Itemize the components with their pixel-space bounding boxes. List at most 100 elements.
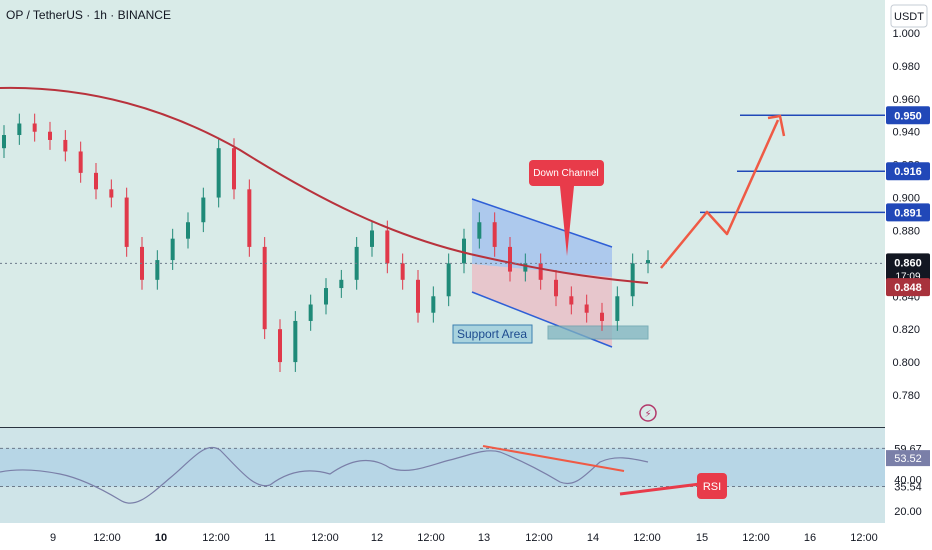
level-badge [886,162,930,181]
down-channel-upper-fill [472,199,612,277]
candle-body [17,123,22,136]
y-tick-label: 0.820 [892,324,920,336]
candle-body [615,296,620,321]
candle-body [538,263,543,280]
candle-body [370,230,374,247]
candle-body [155,260,160,280]
x-tick-label: 12:00 [93,532,121,544]
candle-body [324,288,328,305]
last-price-badge [886,253,930,284]
x-tick-label: 12:00 [202,532,230,544]
level-badge [886,203,930,222]
support-label: Support Area [457,327,527,341]
candle-body [492,222,497,247]
candle-body [201,197,206,223]
down-channel-callout-pointer [560,186,574,256]
candle-body [32,123,37,132]
support-area-box [547,325,649,340]
candle-body [170,238,175,261]
y-tick-label: 0.900 [892,193,920,205]
candle-body [400,263,405,280]
candle-body [431,296,436,313]
ma-badge [886,278,930,297]
candle-body [262,246,267,330]
y-tick-label: 0.800 [892,357,920,369]
rsi-callout-label: RSI [703,481,721,493]
symbol-title: OP / TetherUS · 1h · BINANCE [6,8,171,22]
candle-body [416,279,420,313]
y-tick-label: 0.960 [892,94,920,106]
candle-body [48,131,52,140]
y-tick-label: 0.980 [892,61,920,73]
candle-body [216,148,221,198]
moving-average-line [0,86,649,284]
candle-body [584,304,589,313]
candle-body [385,230,390,264]
projection-path [660,119,780,269]
x-tick-label: 12:00 [850,532,878,544]
lightning-icon-glyph: ⚡ [644,409,651,420]
countdown-label: 17:09 [895,271,920,282]
rsi-tick-label: 40.00 [894,474,922,486]
support-label-box [452,324,533,344]
projection-arrowhead [767,114,786,137]
rsi-band [0,448,885,487]
level-label: 0.916 [894,166,922,178]
candle-body [600,312,604,321]
x-tick-label: 11 [264,532,275,544]
rsi-callout-box [697,473,727,499]
rsi-tick-label: 35.54 [894,481,922,493]
down-channel-callout-box [529,160,604,186]
time-axis-bg [0,523,885,550]
candle-body [308,304,313,321]
x-tick-label: 12:00 [742,532,770,544]
down-channel-top-line [471,198,613,248]
x-tick-label: 13 [478,532,490,544]
candle-body [339,279,344,289]
rsi-divergence-line [482,445,625,472]
candle-body [462,238,466,264]
level-badge [886,106,930,125]
rsi-value-label: 53.52 [894,453,922,465]
down-channel-label: Down Channel [533,168,599,179]
main-pane-bg [0,0,885,427]
candle-body [109,189,114,198]
x-tick-label: 12:00 [633,532,661,544]
rsi-tick-label: 20.00 [894,506,922,518]
rsi-line [0,447,649,504]
y-tick-label: 1.000 [892,28,920,40]
x-tick-label: 15 [696,532,708,544]
x-tick-label: 10 [155,532,167,544]
y-tick-label: 0.940 [892,127,920,139]
x-tick-label: 12:00 [311,532,339,544]
candle-body [508,246,512,272]
candle-body [569,296,574,305]
lightning-icon [639,404,657,422]
x-tick-label: 12 [371,532,383,544]
candle-body [477,222,482,239]
candle-body [2,135,6,149]
y-tick-label: 0.780 [892,390,920,402]
x-tick-label: 16 [804,532,816,544]
candle-body [94,172,98,190]
candle-body [293,320,298,363]
rsi-pointer [619,482,701,496]
x-tick-label: 9 [50,532,56,544]
candle-body [523,263,528,272]
candle-body [186,222,190,239]
currency-label: USDT [894,11,924,23]
candle-body [63,139,68,152]
x-tick-label: 12:00 [417,532,445,544]
candle-body [554,279,558,297]
candle-body [232,148,236,190]
level-label: 0.891 [894,207,922,219]
x-tick-label: 12:00 [525,532,553,544]
candle-body [247,189,252,247]
currency-badge [890,4,928,28]
rsi-value-badge [886,450,930,467]
candle-body [446,263,451,297]
candle-body [124,197,129,247]
candle-body [630,263,635,297]
